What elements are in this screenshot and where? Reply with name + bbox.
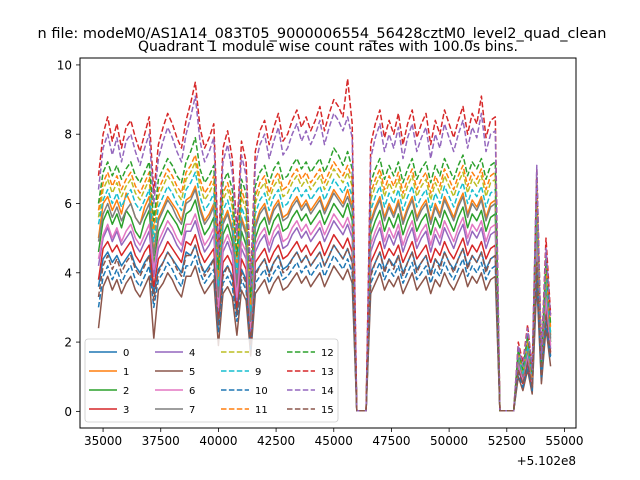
legend-label: 3 bbox=[123, 405, 129, 416]
legend-label: 14 bbox=[321, 386, 334, 397]
series-line-4 bbox=[97, 220, 552, 412]
series-line-7 bbox=[97, 188, 552, 412]
legend-label: 6 bbox=[189, 386, 195, 397]
legend-label: 5 bbox=[189, 367, 195, 378]
legend-label: 9 bbox=[255, 367, 261, 378]
x-tick-label: 45000 bbox=[315, 434, 353, 448]
y-tick-label: 0 bbox=[64, 405, 72, 419]
series-layer bbox=[97, 78, 552, 412]
y-tick-label: 8 bbox=[64, 128, 72, 142]
series-line-13 bbox=[97, 78, 552, 412]
series-line-1 bbox=[97, 185, 552, 412]
x-tick-label: 37500 bbox=[142, 434, 180, 448]
plot-frame bbox=[79, 57, 577, 429]
series-line-12 bbox=[97, 136, 552, 412]
series-line-5 bbox=[97, 265, 552, 412]
legend-label: 10 bbox=[255, 386, 268, 397]
legend-label: 2 bbox=[123, 386, 129, 397]
figure-suptitle: n file: modeM0/AS1A14_083T05_9000006554_… bbox=[38, 26, 607, 42]
x-tick-label: 47500 bbox=[372, 434, 410, 448]
series-line-10 bbox=[97, 254, 552, 412]
series-line-9 bbox=[97, 171, 552, 412]
y-axis: 0 2 4 6 8 10 bbox=[57, 58, 80, 419]
legend-label: 7 bbox=[189, 405, 195, 416]
x-offset-label: +5.102e8 bbox=[517, 454, 576, 468]
x-tick-label: 42500 bbox=[257, 434, 295, 448]
x-tick-label: 52500 bbox=[488, 434, 526, 448]
series-line-8 bbox=[97, 161, 552, 412]
y-tick-label: 4 bbox=[64, 266, 72, 280]
y-tick-label: 10 bbox=[57, 58, 72, 72]
legend-label: 8 bbox=[255, 348, 261, 359]
legend-label: 4 bbox=[189, 348, 195, 359]
legend-frame bbox=[84, 338, 339, 423]
legend-label: 12 bbox=[321, 348, 334, 359]
series-line-14 bbox=[97, 95, 552, 412]
series-line-15 bbox=[97, 244, 552, 412]
legend-label: 1 bbox=[123, 367, 129, 378]
y-tick-label: 2 bbox=[64, 336, 72, 350]
series-line-3 bbox=[97, 233, 552, 412]
y-tick-label: 6 bbox=[64, 197, 72, 211]
series-line-2 bbox=[97, 199, 552, 412]
legend-label: 15 bbox=[321, 405, 334, 416]
series-line-6 bbox=[97, 213, 552, 412]
x-tick-label: 40000 bbox=[199, 434, 237, 448]
x-tick-label: 50000 bbox=[430, 434, 468, 448]
legend-label: 0 bbox=[123, 348, 129, 359]
series-line-11 bbox=[97, 154, 552, 412]
x-tick-label: 35000 bbox=[84, 434, 122, 448]
x-axis: 35000 37500 40000 42500 45000 47500 50000 52500… bbox=[84, 428, 584, 448]
x-tick-label: 55000 bbox=[545, 434, 583, 448]
chart-title: Quadrant 1 module wise count rates with … bbox=[138, 39, 518, 55]
legend-label: 13 bbox=[321, 367, 334, 378]
legend-label: 11 bbox=[255, 405, 268, 416]
